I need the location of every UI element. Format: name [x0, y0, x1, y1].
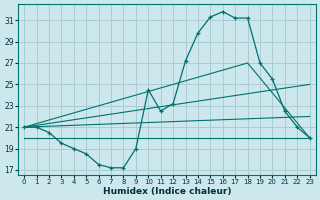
- X-axis label: Humidex (Indice chaleur): Humidex (Indice chaleur): [103, 187, 231, 196]
